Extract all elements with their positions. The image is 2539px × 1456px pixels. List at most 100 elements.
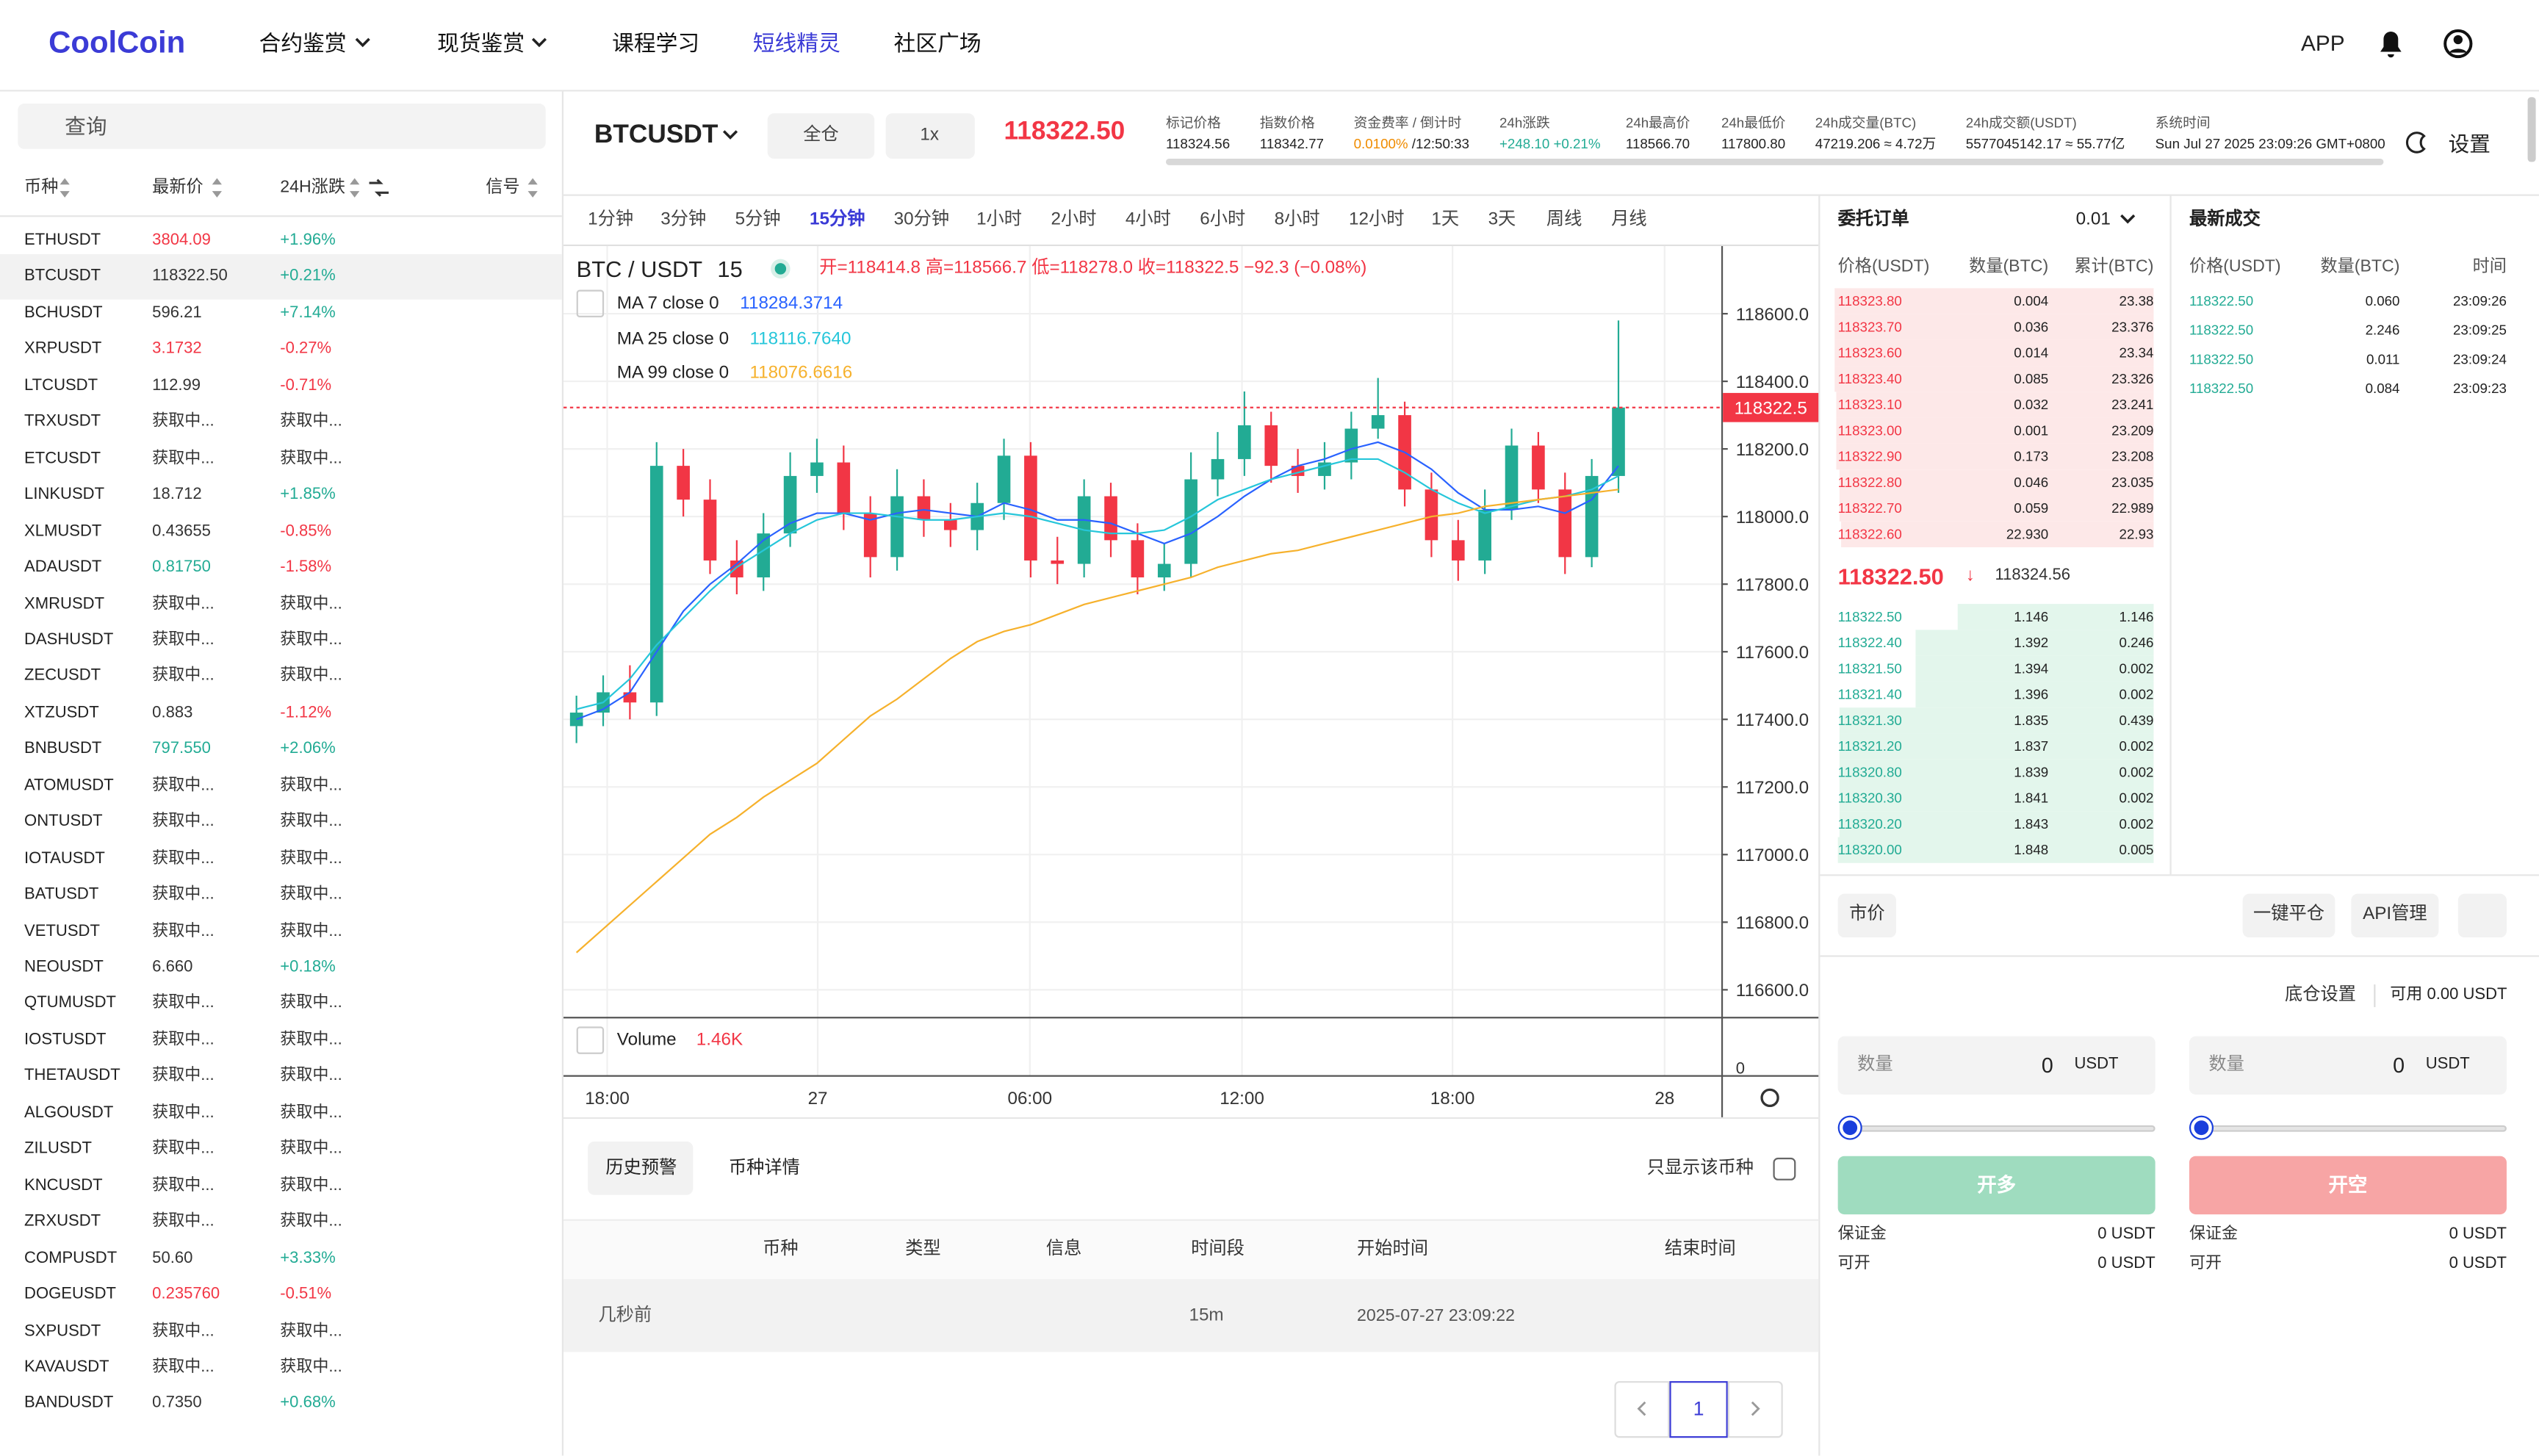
submit-button[interactable]: [1837, 1156, 2156, 1215]
form-button[interactable]: [1837, 893, 1897, 938]
submit-button[interactable]: [2189, 1156, 2507, 1215]
quantity-input[interactable]: [2189, 1036, 2507, 1095]
search-box[interactable]: [18, 104, 546, 149]
coin-symbol[interactable]: BANDUSDT: [24, 1394, 114, 1413]
slider-thumb[interactable]: [1839, 1117, 1861, 1139]
app-link[interactable]: APP: [2301, 31, 2345, 56]
nav-item[interactable]: 社区广场: [893, 31, 982, 56]
timeframe[interactable]: 12小时: [1349, 209, 1405, 229]
coin-symbol[interactable]: IOTAUSDT: [24, 849, 105, 868]
swap-icon[interactable]: [369, 179, 389, 197]
ticker-symbol[interactable]: BTCUSDT: [594, 121, 719, 149]
coin-symbol[interactable]: VETUSDT: [24, 922, 100, 940]
bell-icon[interactable]: [2380, 31, 2402, 58]
ma-value: 118116.7640: [749, 328, 851, 348]
page-prev[interactable]: [1614, 1381, 1670, 1438]
timeframe[interactable]: 周线: [1546, 209, 1582, 229]
column-header[interactable]: 信号: [486, 177, 520, 198]
timeframe[interactable]: 6小时: [1200, 209, 1246, 229]
settings-button[interactable]: [2457, 893, 2507, 938]
user-icon[interactable]: [2443, 29, 2473, 59]
page-next[interactable]: [1727, 1381, 1783, 1438]
coin-symbol[interactable]: ETCUSDT: [24, 450, 101, 468]
x-tick-label: 18:00: [1430, 1089, 1475, 1109]
coin-symbol[interactable]: ETHUSDT: [24, 231, 101, 250]
ask-qty: 0.059: [2014, 500, 2049, 516]
nav-item[interactable]: 课程学习: [612, 31, 700, 56]
slider-track[interactable]: [2195, 1125, 2507, 1132]
coin-symbol[interactable]: ADAUSDT: [24, 558, 102, 577]
timeframe[interactable]: 3分钟: [660, 209, 707, 229]
coin-symbol[interactable]: SXPUSDT: [24, 1322, 101, 1340]
form-button[interactable]: [2242, 893, 2335, 938]
column-header[interactable]: 24H涨跌: [280, 177, 346, 198]
coin-symbol[interactable]: XMRUSDT: [24, 595, 105, 613]
nav-item[interactable]: 短线精灵: [752, 31, 840, 56]
coin-symbol[interactable]: ONTUSDT: [24, 812, 103, 832]
timeframe[interactable]: 1小时: [976, 209, 1023, 229]
theme-icon[interactable]: [2405, 131, 2426, 154]
base-settings[interactable]: 底仓设置: [2284, 985, 2356, 1005]
coin-symbol[interactable]: XTZUSDT: [24, 704, 99, 722]
coin-symbol[interactable]: QTUMUSDT: [24, 995, 116, 1013]
coin-symbol[interactable]: ATOMUSDT: [24, 776, 114, 795]
coin-symbol[interactable]: THETAUSDT: [24, 1067, 120, 1086]
column-header[interactable]: 币种: [24, 177, 59, 198]
timeframe[interactable]: 3天: [1488, 209, 1516, 229]
coin-symbol[interactable]: TRXUSDT: [24, 413, 101, 431]
coin-symbol[interactable]: XLMUSDT: [24, 522, 102, 541]
coin-symbol[interactable]: ZECUSDT: [24, 667, 101, 686]
timeframe[interactable]: 2小时: [1051, 209, 1097, 229]
timeframe[interactable]: 4小时: [1125, 209, 1171, 229]
slider-track[interactable]: [1844, 1125, 2156, 1132]
coin-symbol[interactable]: BATUSDT: [24, 885, 99, 904]
coin-symbol[interactable]: KNCUSDT: [24, 1176, 103, 1194]
leverage-box[interactable]: [885, 113, 975, 159]
tab[interactable]: 币种详情: [728, 1158, 800, 1178]
collapse-button[interactable]: [576, 289, 605, 318]
coin-symbol[interactable]: NEOUSDT: [24, 958, 104, 977]
coin-symbol[interactable]: ALGOUSDT: [24, 1103, 114, 1122]
coin-symbol[interactable]: LTCUSDT: [24, 377, 98, 395]
coin-symbol[interactable]: IOSTUSDT: [24, 1031, 107, 1050]
margin-mode-box[interactable]: [767, 113, 875, 159]
timeframe[interactable]: 15分钟: [810, 209, 865, 229]
unit-select[interactable]: USDT: [2425, 1056, 2470, 1074]
status-dot: [774, 263, 787, 275]
coin-symbol[interactable]: DASHUSDT: [24, 631, 114, 649]
settings-link[interactable]: 设置: [2448, 131, 2491, 156]
coin-symbol[interactable]: BTCUSDT: [24, 267, 101, 286]
ask-total: 22.93: [2119, 525, 2154, 542]
slider-thumb[interactable]: [2191, 1117, 2212, 1139]
nav-item[interactable]: 现货鉴赏: [437, 31, 525, 56]
coin-symbol[interactable]: BCHUSDT: [24, 304, 103, 322]
column-header[interactable]: 最新价: [152, 177, 204, 198]
coin-symbol[interactable]: COMPUSDT: [24, 1249, 118, 1267]
timeframe[interactable]: 8小时: [1274, 209, 1320, 229]
tab-active[interactable]: [588, 1141, 694, 1195]
logo[interactable]: CoolCoin: [48, 26, 186, 61]
coin-change: 获取中...: [280, 885, 342, 904]
page-current[interactable]: [1669, 1381, 1728, 1438]
collapse-button[interactable]: [576, 1026, 605, 1054]
form-button[interactable]: [2351, 893, 2439, 938]
checkbox[interactable]: [1773, 1157, 1796, 1181]
coin-symbol[interactable]: DOGEUSDT: [24, 1286, 116, 1304]
unit-select[interactable]: USDT: [2074, 1056, 2119, 1074]
timeframe[interactable]: 30分钟: [893, 209, 950, 229]
coin-symbol[interactable]: ZILUSDT: [24, 1140, 92, 1158]
nav-item[interactable]: 合约鉴赏: [259, 31, 347, 56]
quantity-input[interactable]: [1837, 1036, 2156, 1095]
coin-symbol[interactable]: LINKUSDT: [24, 486, 105, 504]
coin-symbol[interactable]: XRPUSDT: [24, 340, 102, 358]
y-tick-label: 118400.0: [1736, 372, 1809, 392]
coin-symbol[interactable]: ZRXUSDT: [24, 1213, 101, 1231]
volume-value: 1.46K: [696, 1030, 743, 1050]
timeframe[interactable]: 月线: [1611, 209, 1647, 229]
timeframe[interactable]: 5分钟: [735, 209, 781, 229]
coin-symbol[interactable]: KAVAUSDT: [24, 1358, 109, 1377]
coin-symbol[interactable]: BNBUSDT: [24, 740, 102, 759]
precision-select[interactable]: 0.01: [2075, 209, 2111, 229]
timeframe[interactable]: 1分钟: [588, 209, 634, 229]
timeframe[interactable]: 1天: [1431, 209, 1460, 229]
